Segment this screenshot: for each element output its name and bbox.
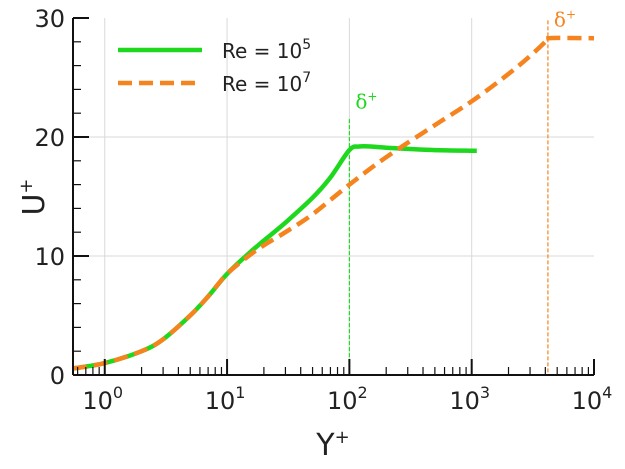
grid-lines (73, 18, 594, 375)
x-tick-label: 104 (572, 383, 613, 415)
legend: Re = 105 Re = 107 (118, 37, 311, 96)
legend-label-2: Re = 107 (222, 70, 311, 96)
series-lines (72, 35, 595, 371)
legend-label-1: Re = 105 (222, 37, 311, 63)
y-axis-label-sup: + (16, 178, 37, 193)
annotations: δ+ δ+ (355, 7, 576, 113)
x-tick-label: 102 (327, 383, 368, 415)
x-axis-label-sup: + (335, 427, 350, 448)
series-line-1 (72, 143, 479, 371)
y-tick-label: 20 (34, 124, 65, 152)
x-tick-label: 103 (449, 383, 490, 415)
y-axis-label: U+ (16, 178, 52, 215)
delta-label: δ+ (355, 89, 377, 113)
y-tick-label: 10 (34, 243, 65, 271)
delta-label: δ+ (554, 7, 576, 31)
y-tick-label: 0 (50, 362, 65, 390)
axes (72, 17, 595, 376)
x-tick-label: 100 (82, 383, 123, 415)
series-line-2 (72, 35, 595, 371)
x-tick-label: 101 (205, 383, 246, 415)
x-axis-label: Y+ (315, 427, 349, 463)
tick-labels: 0 10 20 30 100 101 102 103 104 (34, 5, 612, 415)
axis-labels: Y+ U+ (16, 178, 350, 463)
y-tick-label: 30 (34, 5, 65, 33)
boundary-layer-markers (348, 20, 549, 375)
